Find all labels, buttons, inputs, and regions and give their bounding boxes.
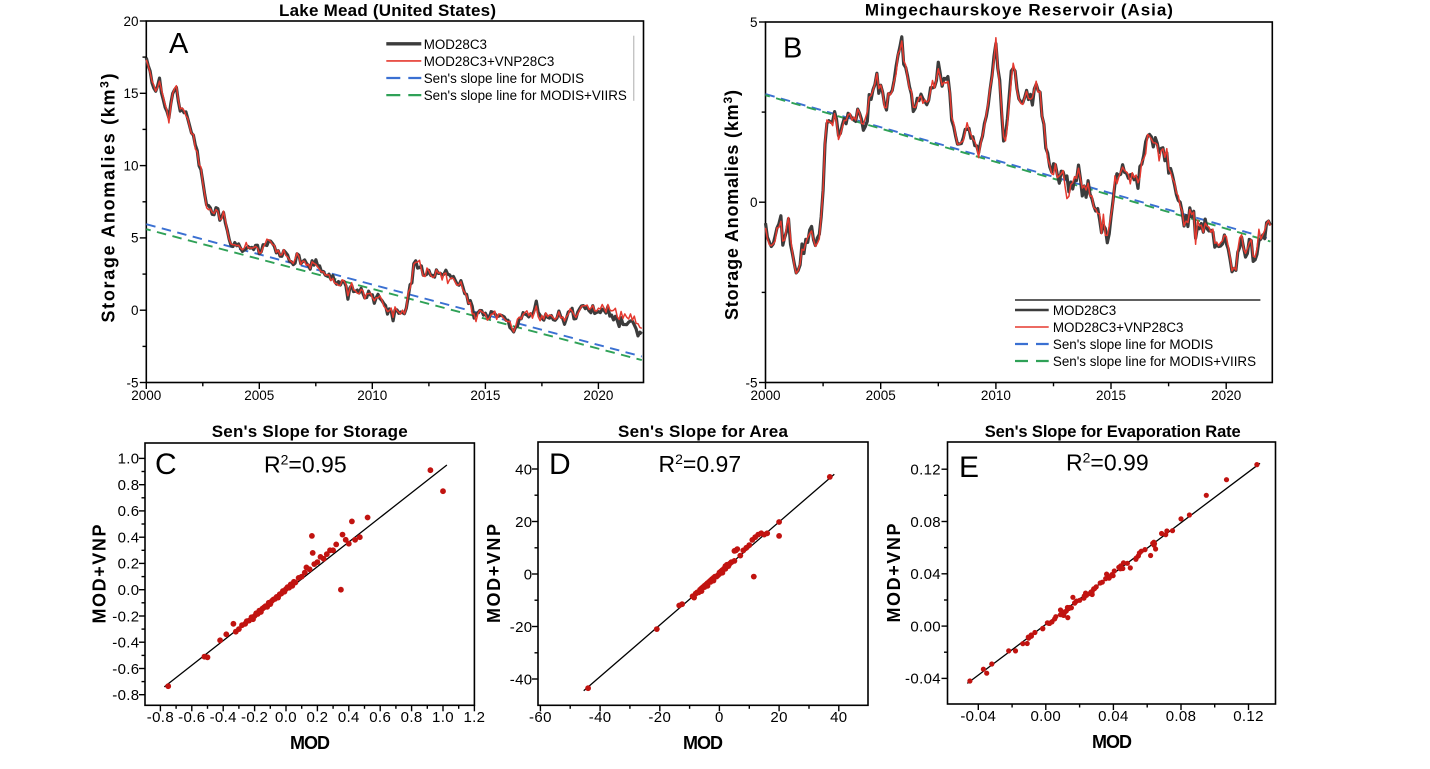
- svg-text:0.00: 0.00: [910, 618, 941, 635]
- svg-text:MOD28C3: MOD28C3: [424, 37, 487, 52]
- svg-text:R2=0.97: R2=0.97: [659, 451, 742, 477]
- svg-text:15: 15: [123, 86, 138, 101]
- svg-text:MOD28C3+VNP28C3: MOD28C3+VNP28C3: [424, 54, 555, 69]
- svg-text:-40: -40: [589, 709, 612, 726]
- svg-text:0: 0: [524, 566, 533, 583]
- svg-text:0: 0: [715, 709, 724, 726]
- svg-text:Storage Anomalies (km3): Storage Anomalies (km3): [721, 90, 742, 320]
- svg-text:-20: -20: [510, 619, 533, 636]
- svg-text:B: B: [783, 33, 802, 65]
- svg-text:D: D: [549, 448, 571, 481]
- svg-text:0: 0: [750, 195, 758, 210]
- svg-text:-5: -5: [126, 375, 138, 390]
- svg-text:MOD28C3: MOD28C3: [1053, 303, 1116, 318]
- svg-text:2000: 2000: [750, 388, 780, 403]
- svg-text:0.08: 0.08: [1166, 708, 1197, 725]
- svg-text:2000: 2000: [131, 388, 161, 403]
- svg-text:Lake Mead (United States): Lake Mead (United States): [279, 1, 496, 20]
- svg-text:Sen's Slope for Evaporation Ra: Sen's Slope for Evaporation Rate: [985, 423, 1241, 441]
- svg-text:0.4: 0.4: [338, 709, 360, 726]
- svg-text:MOD+VNP: MOD+VNP: [484, 524, 504, 623]
- svg-text:-0.4: -0.4: [112, 635, 139, 652]
- svg-text:-0.2: -0.2: [241, 709, 268, 726]
- svg-text:0.2: 0.2: [306, 709, 328, 726]
- svg-text:0.0: 0.0: [118, 582, 140, 599]
- svg-text:MOD+VNP: MOD+VNP: [884, 524, 904, 623]
- svg-text:0: 0: [131, 303, 139, 318]
- svg-text:0.8: 0.8: [401, 709, 423, 726]
- svg-text:0.8: 0.8: [118, 477, 140, 494]
- svg-text:Sen's slope line for MODIS+VII: Sen's slope line for MODIS+VIIRS: [424, 88, 627, 103]
- svg-text:0.00: 0.00: [1030, 708, 1061, 725]
- svg-text:0.6: 0.6: [118, 503, 140, 520]
- svg-text:0.08: 0.08: [910, 514, 941, 531]
- svg-text:-20: -20: [648, 709, 671, 726]
- svg-text:-0.2: -0.2: [112, 608, 139, 625]
- svg-text:MOD: MOD: [290, 733, 330, 753]
- svg-text:-0.04: -0.04: [960, 708, 996, 725]
- svg-text:MOD28C3+VNP28C3: MOD28C3+VNP28C3: [1053, 320, 1184, 335]
- svg-text:5: 5: [750, 15, 758, 30]
- svg-text:0.12: 0.12: [1233, 708, 1264, 725]
- svg-text:1.0: 1.0: [432, 709, 454, 726]
- svg-text:0.6: 0.6: [369, 709, 391, 726]
- svg-text:MOD+VNP: MOD+VNP: [90, 525, 110, 624]
- svg-text:0.2: 0.2: [118, 556, 140, 573]
- svg-text:0.4: 0.4: [118, 530, 140, 547]
- svg-text:MOD: MOD: [1092, 732, 1132, 752]
- svg-text:5: 5: [131, 231, 139, 246]
- svg-text:40: 40: [830, 709, 847, 726]
- svg-text:-40: -40: [510, 671, 533, 688]
- svg-text:-5: -5: [745, 375, 757, 390]
- svg-text:-0.4: -0.4: [210, 709, 237, 726]
- svg-text:2020: 2020: [1211, 388, 1241, 403]
- svg-text:0.04: 0.04: [910, 566, 941, 583]
- svg-text:20: 20: [515, 514, 532, 531]
- svg-text:-0.6: -0.6: [112, 661, 139, 678]
- svg-text:2015: 2015: [1096, 388, 1126, 403]
- svg-text:Sen's slope line for MODIS+VII: Sen's slope line for MODIS+VIIRS: [1053, 354, 1256, 369]
- svg-text:-0.8: -0.8: [147, 709, 174, 726]
- svg-text:20: 20: [770, 709, 787, 726]
- svg-text:0.0: 0.0: [275, 709, 297, 726]
- svg-text:Sen's Slope for Storage: Sen's Slope for Storage: [212, 422, 408, 441]
- svg-text:A: A: [169, 28, 189, 60]
- svg-text:1.2: 1.2: [463, 709, 485, 726]
- svg-text:0.12: 0.12: [910, 462, 941, 479]
- svg-text:1.0: 1.0: [118, 451, 140, 468]
- svg-text:2005: 2005: [866, 388, 896, 403]
- svg-text:2005: 2005: [244, 388, 274, 403]
- svg-text:2015: 2015: [470, 388, 500, 403]
- svg-text:Sen's Slope for Area: Sen's Slope for Area: [618, 422, 789, 441]
- svg-text:C: C: [155, 448, 177, 481]
- svg-text:Mingechaurskoye Reservoir (Asi: Mingechaurskoye Reservoir (Asia): [865, 1, 1173, 20]
- svg-text:R2=0.95: R2=0.95: [264, 451, 347, 477]
- svg-text:-60: -60: [529, 709, 552, 726]
- svg-text:-0.04: -0.04: [905, 671, 941, 688]
- svg-text:40: 40: [515, 461, 532, 478]
- svg-text:Sen's slope line for MODIS: Sen's slope line for MODIS: [424, 71, 584, 86]
- svg-text:R2=0.99: R2=0.99: [1066, 450, 1149, 476]
- svg-text:Storage Anomalies (km3): Storage Anomalies (km3): [98, 74, 119, 323]
- svg-text:2010: 2010: [981, 388, 1011, 403]
- svg-text:10: 10: [123, 158, 138, 173]
- svg-text:Sen's slope line for MODIS: Sen's slope line for MODIS: [1053, 337, 1213, 352]
- svg-text:MOD: MOD: [683, 733, 723, 753]
- svg-text:20: 20: [123, 14, 138, 29]
- svg-text:2020: 2020: [583, 388, 613, 403]
- svg-text:2010: 2010: [357, 388, 387, 403]
- svg-text:-0.8: -0.8: [112, 687, 139, 704]
- svg-text:0.04: 0.04: [1098, 708, 1129, 725]
- svg-text:-0.6: -0.6: [178, 709, 205, 726]
- svg-text:E: E: [959, 451, 979, 484]
